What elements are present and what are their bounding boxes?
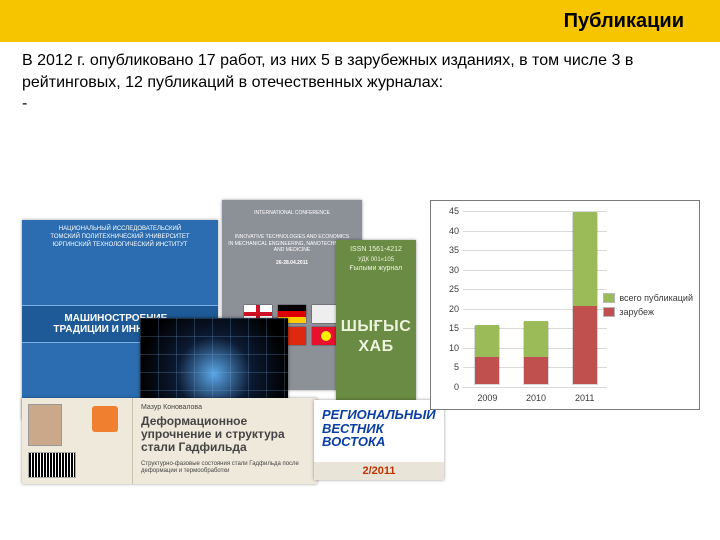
legend-label: зарубеж	[619, 307, 654, 317]
beige-title: Деформационное упрочнение и структура ст…	[141, 415, 309, 455]
chart-bar-segment-top	[573, 212, 597, 306]
chart-plot-area	[463, 211, 607, 385]
chart-bar-segment-bottom	[524, 357, 548, 384]
publications-chart: всего публикаций зарубеж 0 5 10 15 20 25 30 35 40…	[430, 200, 700, 410]
chart-bar-segment-bottom	[475, 357, 499, 384]
beige-author: Мазур Коновалова	[141, 404, 309, 411]
beige-subtitle: Структурно-фазовые состояния стали Гадфи…	[141, 461, 309, 475]
chart-legend-item: всего публикаций	[603, 293, 693, 303]
page-title: Публикации	[564, 10, 684, 33]
chart-x-tick-label: 2011	[575, 393, 594, 403]
intro-text-block: В 2012 г. опубликовано 17 работ, из них …	[0, 42, 720, 115]
chart-y-tick-label: 5	[437, 362, 459, 372]
chart-bar	[572, 213, 598, 385]
green-big-1: ШЫҒЫС	[340, 318, 412, 336]
barcode-icon	[28, 452, 76, 478]
author-photo-icon	[28, 404, 62, 446]
chart-y-tick-label: 15	[437, 323, 459, 333]
legend-swatch-icon	[603, 293, 615, 303]
green-issn: ISSN 1561-4212	[340, 246, 412, 253]
chart-gridline	[463, 387, 607, 388]
beige-left-panel	[22, 398, 132, 484]
vestnik-title: РЕГИОНАЛЬНЫЙ ВЕСТНИК ВОСТОКА	[322, 408, 436, 449]
cover-green-journal: ISSN 1561-4212 УДК 001«105 Ғылыми журнал…	[336, 240, 416, 400]
chart-y-tick-label: 0	[437, 382, 459, 392]
cover-blue-org: НАЦИОНАЛЬНЫЙ ИССЛЕДОВАТЕЛЬСКИЙ ТОМСКИЙ П…	[26, 226, 214, 249]
intro-paragraph: В 2012 г. опубликовано 17 работ, из них …	[22, 50, 698, 93]
chart-x-tick-label: 2010	[526, 393, 546, 403]
chart-y-tick-label: 35	[437, 245, 459, 255]
intro-dash: -	[22, 93, 698, 115]
green-subtop: Ғылыми журнал	[340, 265, 412, 272]
chart-y-tick-label: 20	[437, 304, 459, 314]
legend-label: всего публикаций	[619, 293, 693, 303]
chart-bar-segment-top	[475, 325, 499, 356]
green-udk: УДК 001«105	[340, 257, 412, 263]
chart-bar	[523, 322, 549, 385]
chart-y-tick-label: 45	[437, 206, 459, 216]
chart-y-tick-label: 10	[437, 343, 459, 353]
chart-bar-segment-top	[524, 321, 548, 356]
green-big-2: ХАБ	[340, 338, 412, 356]
chart-bar-segment-bottom	[573, 306, 597, 384]
cover-gray-top: INTERNATIONAL CONFERENCE	[226, 210, 358, 216]
chart-y-tick-label: 30	[437, 265, 459, 275]
beige-right-panel: Мазур Коновалова Деформационное упрочнен…	[132, 398, 317, 484]
chart-x-tick-label: 2009	[477, 393, 497, 403]
chart-legend-item: зарубеж	[603, 307, 693, 317]
header-bar: Публикации	[0, 0, 720, 42]
chart-y-tick-label: 40	[437, 226, 459, 236]
cover-beige-book: Мазур Коновалова Деформационное упрочнен…	[22, 398, 317, 484]
chart-y-tick-label: 25	[437, 284, 459, 294]
legend-swatch-icon	[603, 307, 615, 317]
cover-vestnik: РЕГИОНАЛЬНЫЙ ВЕСТНИК ВОСТОКА 2/2011	[314, 400, 444, 480]
publisher-logo-icon	[92, 406, 118, 432]
vestnik-issue: 2/2011	[314, 462, 444, 480]
chart-legend: всего публикаций зарубеж	[603, 289, 693, 321]
chart-bar	[474, 326, 500, 385]
cover-collage: НАЦИОНАЛЬНЫЙ ИССЛЕДОВАТЕЛЬСКИЙ ТОМСКИЙ П…	[22, 200, 412, 490]
